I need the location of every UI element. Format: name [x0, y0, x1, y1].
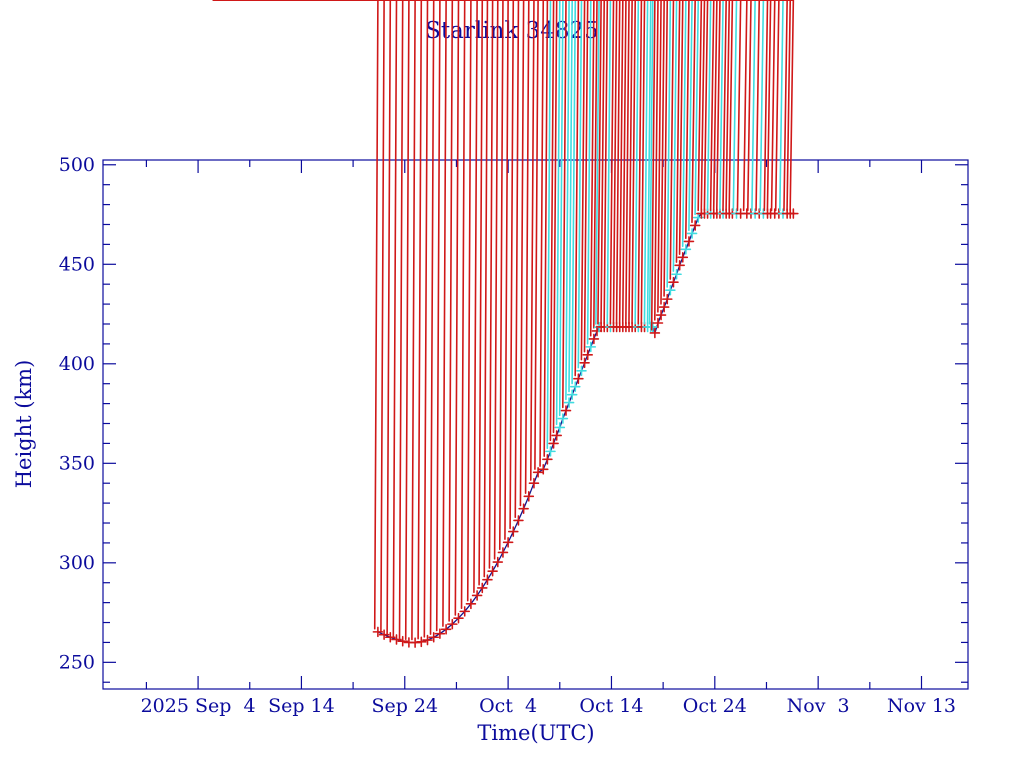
x-tick-label: Nov 3 — [787, 695, 850, 717]
y-tick-label: 350 — [59, 452, 95, 474]
y-tick-label: 250 — [59, 651, 95, 673]
y-tick-label: 300 — [59, 552, 95, 574]
y-tick-label: 500 — [59, 154, 95, 176]
y-tick-label: 400 — [59, 353, 95, 375]
y-tick-label: 450 — [59, 253, 95, 275]
data-point-marker — [212, 0, 799, 219]
x-tick-label: Oct 14 — [579, 695, 643, 717]
plot-area: 2025 Sep 4 Sep 14 Sep 24 Oct 4 Oct 14 Oct 24 N… — [59, 0, 969, 717]
chart-title: Starlink 34825 — [425, 18, 599, 44]
x-tick-label: Oct 24 — [683, 695, 747, 717]
x-tick-label: 2025 Sep 4 — [141, 695, 256, 717]
y-axis-label: Height (km) — [12, 360, 36, 489]
x-tick-label: Sep 14 — [268, 695, 335, 717]
x-tick-label: Nov 13 — [887, 695, 956, 717]
x-tick-label: Oct 4 — [479, 695, 537, 717]
plot-frame — [102, 159, 969, 690]
x-axis-label: Time(UTC) — [477, 721, 594, 745]
x-tick-label: Sep 24 — [371, 695, 438, 717]
